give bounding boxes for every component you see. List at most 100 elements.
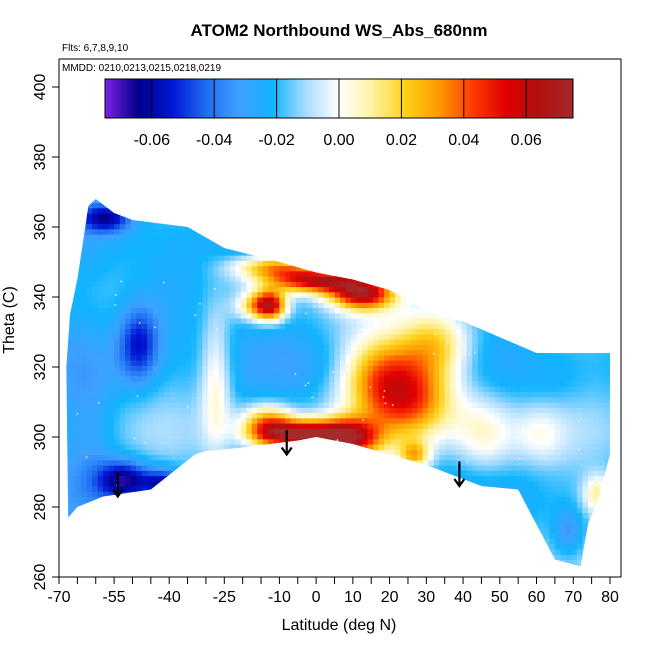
heatmap-cell [351,470,358,477]
heatmap-cell [284,438,292,445]
heatmap-cell [340,549,347,555]
heatmap-cell [323,454,330,461]
heatmap-cell [357,187,363,193]
heatmap-cell [345,559,352,566]
heatmap-cell [191,192,197,198]
heatmap-cell [251,417,258,424]
heatmap-cell [163,533,170,540]
heatmap-cell [345,249,352,256]
heatmap-cell [81,491,88,498]
heatmap-cell [86,260,93,267]
heatmap-cell [406,407,413,414]
heatmap-cell [257,312,264,319]
heatmap-cell [125,459,132,466]
heatmap-cell [114,192,120,198]
heatmap-cell [152,207,159,214]
heatmap-cell [75,554,82,561]
heatmap-cell [130,265,137,272]
heatmap-cell [306,291,314,298]
heatmap-cell [379,187,385,193]
heatmap-cell [185,381,192,387]
heatmap-cell [224,228,231,235]
heatmap-cell [136,396,143,403]
heatmap-cell [406,386,413,393]
heatmap-cell [208,192,214,198]
heatmap-cell [125,417,132,424]
heatmap-cell [345,354,352,361]
heatmap-cell [130,370,137,377]
heatmap-cell [257,192,263,198]
heatmap-cell [119,412,126,419]
heatmap-cell [428,213,435,219]
heatmap-cell [295,486,303,492]
heatmap-cell [345,396,352,403]
heatmap-cell [433,480,440,487]
heatmap-cell [395,428,402,435]
heatmap-cell [75,402,82,408]
heatmap-cell [235,386,242,393]
heatmap-cell [108,554,115,561]
heatmap-cell [395,249,402,256]
heatmap-cell [196,286,203,293]
heatmap-cell [147,187,153,193]
heatmap-cell [119,270,126,277]
heatmap-cell [334,554,341,561]
heatmap-cell [235,234,242,240]
heatmap-cell [86,199,93,204]
heatmap-cell [125,323,132,330]
heatmap-cell [97,276,104,282]
heatmap-cell [152,522,159,529]
heatmap-cell [257,239,264,246]
heatmap-cell [97,501,104,508]
heatmap-cell [290,417,297,424]
heatmap-cell [251,381,258,387]
heatmap-cell [141,249,148,256]
heatmap-cell [422,438,429,445]
heatmap-cell [229,564,236,567]
heatmap-cell [218,354,225,361]
heatmap-cell [284,223,292,230]
heatmap-cell [411,339,418,345]
heatmap-cell [428,312,435,319]
heatmap-cell [334,307,341,314]
heatmap-cell [395,475,402,482]
heatmap-cell [108,365,115,372]
heatmap-cell [246,507,253,513]
heatmap-cell [406,496,413,503]
heatmap-cell [163,412,170,419]
heatmap-cell [373,538,380,545]
heatmap-cell [378,333,385,340]
heatmap-cell [158,349,165,356]
heatmap-cell [251,276,258,282]
heatmap-cell [351,370,358,377]
heatmap-cell [246,202,253,209]
heatmap-cell [229,491,236,498]
heatmap-cell [125,239,132,246]
heatmap-cell [169,291,176,298]
heatmap-cell [417,339,424,345]
heatmap-cell [378,260,385,267]
heatmap-cell [378,465,385,471]
heatmap-cell [66,370,71,377]
heatmap-cell [367,528,374,534]
heatmap-cell [257,297,264,303]
heatmap-cell [384,507,391,513]
heatmap-cell [389,249,396,256]
heatmap-cell [373,496,380,503]
heatmap-cell [114,391,121,398]
heatmap-cell [218,386,225,393]
heatmap-cell [384,501,391,508]
heatmap-cell [290,365,297,372]
heatmap-cell [422,265,429,272]
heatmap-cell [356,239,363,246]
heatmap-cell [114,276,121,282]
heatmap-cell [59,208,65,214]
heatmap-cell [295,507,303,513]
heatmap-cell [158,218,165,225]
heatmap-cell [130,349,137,356]
heatmap-cell [290,307,297,314]
heatmap-cell [108,480,115,487]
heatmap-cell [306,207,314,214]
heatmap-cell [378,470,385,477]
heatmap-cell [246,486,253,492]
